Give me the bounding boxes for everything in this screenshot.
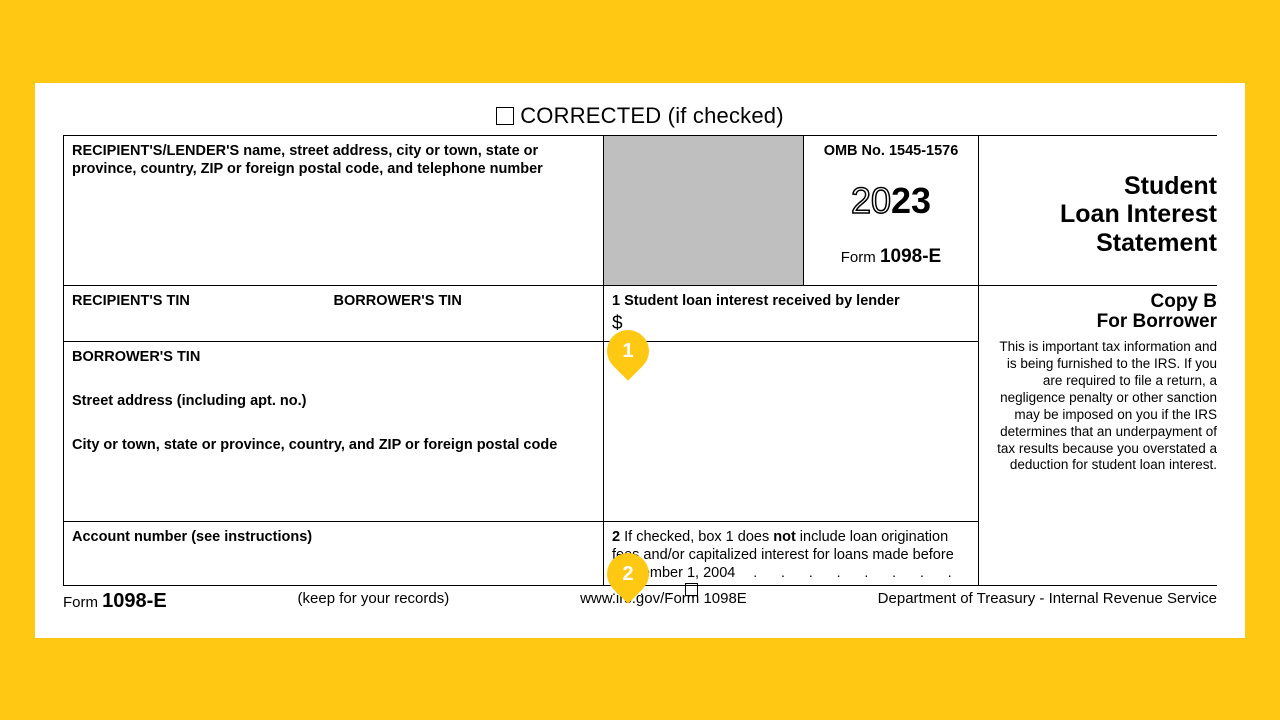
statement-title: Student Loan Interest Statement — [987, 142, 1217, 258]
footer-keep: (keep for your records) — [298, 590, 450, 613]
recipient-tin-label: RECIPIENT'S TIN — [72, 292, 334, 335]
annotation-number: 1 — [622, 339, 633, 362]
cell-grey-blank — [604, 136, 804, 286]
cell-recipient-lender: RECIPIENT'S/LENDER'S name, street addres… — [64, 136, 604, 286]
copy-b-line1: Copy B — [987, 292, 1217, 313]
cell-omb-year: OMB No. 1545-1576 2023 Form 1098-E — [804, 136, 979, 286]
cell-blank-middle — [604, 342, 979, 522]
corrected-checkbox[interactable] — [496, 107, 514, 125]
borrower-tin-col-label: BORROWER'S TIN — [334, 292, 596, 335]
form-word: Form — [841, 249, 876, 266]
copy-b-line2: For Borrower — [987, 312, 1217, 333]
account-label: Account number (see instructions) — [72, 529, 312, 545]
title-line-2: Loan Interest — [987, 200, 1217, 229]
footer-form-word: Form — [63, 594, 98, 611]
street-label: Street address (including apt. no.) — [72, 392, 595, 410]
title-line-1: Student — [987, 172, 1217, 201]
fine-print: This is important tax information and is… — [987, 339, 1217, 474]
tax-year: 2023 — [812, 178, 970, 223]
footer-dept: Department of Treasury - Internal Revenu… — [878, 590, 1217, 613]
box1-label: Student loan interest received by lender — [624, 293, 900, 309]
box2-not: not — [773, 529, 796, 545]
box1-row: 1 Student loan interest received by lend… — [612, 292, 970, 310]
city-label: City or town, state or province, country… — [72, 436, 595, 454]
cell-borrower-address: BORROWER'S TIN Street address (including… — [64, 342, 604, 522]
omb-number: OMB No. 1545-1576 — [812, 142, 970, 160]
box2-checkbox[interactable] — [685, 583, 698, 596]
title-line-3: Statement — [987, 229, 1217, 258]
form-code: 1098-E — [880, 246, 941, 267]
form-1098e-container: CORRECTED (if checked) RECIPIENT'S/LENDE… — [35, 83, 1245, 638]
footer-form-code: 1098-E — [102, 590, 167, 612]
cell-box1: 1 Student loan interest received by lend… — [604, 286, 979, 342]
year-prefix: 20 — [851, 180, 891, 221]
borrower-tin-label: BORROWER'S TIN — [72, 348, 595, 366]
corrected-label: CORRECTED (if checked) — [520, 103, 784, 128]
annotation-number: 2 — [622, 562, 633, 585]
cell-box2: 2 If checked, box 1 does not include loa… — [604, 522, 979, 586]
box1-dollar: $ — [612, 312, 970, 336]
cell-tins: RECIPIENT'S TIN BORROWER'S TIN — [64, 286, 604, 342]
corrected-row: CORRECTED (if checked) — [63, 103, 1217, 129]
recipient-lender-label: RECIPIENT'S/LENDER'S name, street addres… — [72, 143, 543, 177]
cell-title: Student Loan Interest Statement — [979, 136, 1217, 286]
box2-pre: If checked, box 1 does — [624, 529, 773, 545]
footer-form: Form 1098-E — [63, 590, 167, 613]
box1-number: 1 — [612, 293, 620, 309]
form-code-row: Form 1098-E — [812, 245, 970, 269]
year-suffix: 23 — [891, 180, 931, 221]
cell-account-number: Account number (see instructions) — [64, 522, 604, 586]
cell-copy-b: Copy B For Borrower This is important ta… — [979, 286, 1217, 586]
box2-number: 2 — [612, 529, 620, 545]
